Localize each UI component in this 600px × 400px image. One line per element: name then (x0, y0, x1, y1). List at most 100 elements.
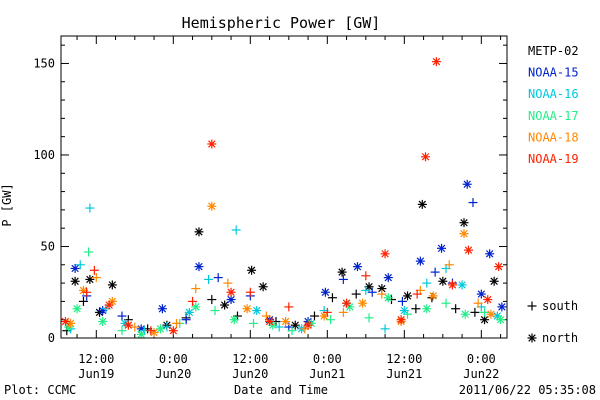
data-point (447, 280, 457, 290)
data-point (412, 289, 422, 299)
data-point (327, 293, 337, 303)
data-point (70, 276, 80, 286)
data-point (84, 247, 94, 257)
x-tick-date-label: Jun21 (309, 367, 345, 381)
x-tick-time-label: 12:00 (232, 352, 268, 366)
data-point (226, 295, 236, 305)
data-point (89, 265, 99, 275)
plot-frame (60, 35, 508, 339)
data-point (226, 287, 236, 297)
data-point (249, 318, 259, 328)
data-point (326, 315, 336, 325)
chart-title: Hemispheric Power [GW] (182, 14, 381, 32)
data-point (210, 306, 220, 316)
data-point (220, 300, 230, 310)
data-point (438, 276, 448, 286)
data-point (188, 296, 198, 306)
data-point (485, 249, 495, 259)
y-tick-label: 50 (41, 239, 55, 253)
data-point (460, 309, 470, 319)
data-point (444, 260, 454, 270)
data-point (62, 326, 72, 336)
data-point (82, 287, 92, 297)
data-point (287, 326, 297, 336)
data-point (351, 289, 361, 299)
data-point (85, 203, 95, 213)
series-noaa-19 (60, 57, 504, 336)
x-tick-date-label: Jun21 (386, 367, 422, 381)
legend-entry-noaa-18: NOAA-18 (528, 130, 579, 144)
series-legend: METP-02 NOAA-15 NOAA-16 NOAA-17 NOAA-18 NOAA-… (528, 44, 579, 166)
data-point (470, 307, 480, 317)
data-point (397, 296, 407, 306)
data-point (123, 320, 133, 330)
y-tick-label: 100 (33, 148, 55, 162)
data-points (60, 57, 507, 339)
data-point (281, 317, 291, 327)
y-tick-label: 0 (48, 331, 55, 345)
y-axis-ticks: 0 50 100 150 (33, 44, 507, 345)
data-point (377, 289, 387, 299)
data-point (130, 322, 140, 332)
marker-legend: south north (527, 299, 578, 345)
data-point (91, 273, 101, 283)
data-point (428, 291, 438, 301)
data-point (468, 198, 478, 208)
data-point (184, 307, 194, 317)
data-point (309, 311, 319, 321)
data-point (337, 267, 347, 277)
data-point (157, 304, 167, 314)
data-point (411, 304, 421, 314)
data-point (223, 278, 233, 288)
data-point (191, 284, 201, 294)
x-tick-date-label: Jun20 (232, 367, 268, 381)
legend-entry-noaa-17: NOAA-17 (528, 109, 579, 123)
data-point (258, 282, 268, 292)
data-point (441, 298, 451, 308)
data-point (194, 227, 204, 237)
data-point (367, 287, 377, 297)
data-point (98, 317, 108, 327)
data-point (415, 256, 425, 266)
data-point (181, 315, 191, 325)
data-point (486, 309, 496, 319)
x-tick-date-label: Jun19 (78, 367, 114, 381)
data-point (146, 326, 156, 336)
y-axis-label: P [GW] (0, 183, 14, 226)
data-point (284, 302, 294, 312)
x-tick-date-label: Jun20 (155, 367, 191, 381)
x-tick-time-label: 0:00 (467, 352, 496, 366)
north-marker-icon (527, 333, 537, 343)
data-point (457, 280, 467, 290)
data-point (431, 57, 441, 67)
data-point (231, 225, 241, 235)
legend-entry-metp-02: METP-02 (528, 44, 579, 58)
data-point (207, 201, 217, 211)
data-point (172, 318, 182, 328)
data-point (352, 262, 362, 272)
south-marker-icon (527, 301, 537, 311)
x-tick-time-label: 0:00 (313, 352, 342, 366)
data-point (463, 245, 473, 255)
data-point (403, 309, 413, 319)
data-point (383, 273, 393, 283)
series-metp-02 (62, 199, 499, 336)
data-point (364, 313, 374, 323)
data-point (75, 260, 85, 270)
data-point (489, 276, 499, 286)
data-point (117, 311, 127, 321)
data-point (117, 326, 127, 336)
data-point (207, 139, 217, 149)
data-point (480, 307, 490, 317)
data-point (342, 298, 352, 308)
data-point (497, 302, 507, 312)
data-point (207, 295, 217, 305)
series-noaa-18 (66, 201, 496, 338)
data-point (107, 280, 117, 290)
footer-timestamp: 2011/06/22 05:35:08 (459, 383, 596, 397)
x-tick-time-label: 12:00 (78, 352, 114, 366)
data-point (155, 324, 165, 334)
data-point (274, 322, 284, 332)
data-point (377, 284, 387, 294)
